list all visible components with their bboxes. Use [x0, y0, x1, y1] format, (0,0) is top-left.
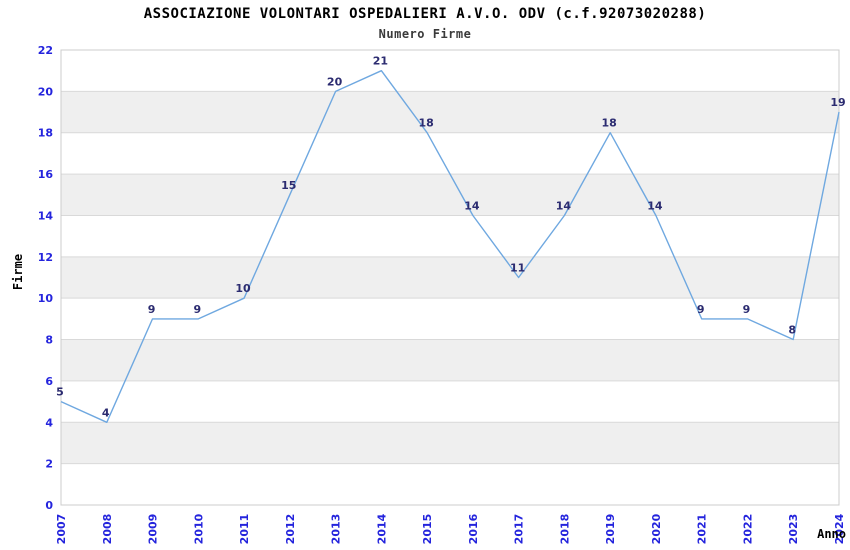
x-tick-label: 2016 [467, 513, 480, 544]
chart-title: ASSOCIAZIONE VOLONTARI OSPEDALIERI A.V.O… [143, 6, 707, 22]
data-point-label: 5 [56, 386, 64, 399]
band [61, 380, 839, 423]
data-point-label: 10 [235, 282, 251, 295]
chart-subtitle: Numero Firme [378, 27, 472, 41]
y-tick-label: 4 [45, 416, 53, 429]
y-tick-label: 2 [45, 458, 53, 471]
x-tick-label: 2014 [375, 513, 388, 544]
x-tick-label: 2019 [604, 514, 617, 545]
data-point-label: 9 [148, 303, 156, 316]
x-tick-label: 2015 [421, 514, 434, 545]
data-point-label: 19 [830, 96, 845, 109]
data-point-label: 14 [464, 199, 480, 212]
band [61, 174, 839, 216]
y-tick-label: 14 [38, 209, 54, 222]
band [61, 339, 839, 381]
data-point-label: 9 [697, 303, 705, 316]
data-point-label: 14 [647, 199, 663, 212]
y-tick-label: 18 [38, 127, 53, 140]
data-point-label: 14 [556, 199, 572, 212]
data-point-label: 21 [373, 55, 388, 68]
data-point-label: 8 [788, 324, 796, 337]
data-point-label: 9 [193, 303, 201, 316]
x-tick-label: 2021 [696, 514, 709, 545]
band [61, 91, 839, 133]
band [61, 50, 839, 92]
x-axis-title: Anno [817, 527, 846, 541]
x-tick-label: 2010 [192, 513, 205, 544]
data-point-label: 18 [418, 117, 433, 130]
y-tick-label: 10 [38, 292, 54, 305]
x-tick-label: 2023 [787, 514, 800, 545]
x-tick-label: 2011 [238, 514, 251, 545]
x-tick-label: 2013 [330, 514, 343, 545]
y-tick-label: 16 [38, 168, 54, 181]
band [61, 215, 839, 257]
plot-border [60, 49, 840, 506]
y-tick-label: 22 [38, 44, 53, 57]
data-point-label: 9 [743, 303, 751, 316]
band [61, 422, 839, 464]
data-point-label: 20 [327, 75, 343, 88]
y-tick-label: 12 [38, 251, 53, 264]
line-series [60, 69, 840, 423]
data-point-label: 18 [602, 117, 617, 130]
band [61, 132, 839, 175]
x-tick-label: 2012 [284, 514, 297, 545]
x-tick-label: 2022 [741, 514, 754, 545]
data-point-label: 4 [102, 406, 110, 419]
x-tick-label: 2018 [558, 514, 571, 545]
x-tick-label: 2024 [833, 513, 846, 544]
x-tick-label: 2007 [55, 514, 68, 545]
y-tick-label: 8 [45, 334, 53, 347]
y-tick-label: 0 [45, 499, 53, 512]
x-tick-label: 2009 [147, 514, 160, 545]
band [61, 463, 839, 505]
y-tick-label: 6 [45, 375, 53, 388]
y-axis-title: Firme [11, 254, 25, 290]
x-tick-label: 2008 [101, 514, 114, 545]
data-point-label: 15 [281, 179, 296, 192]
data-point-label: 11 [510, 262, 525, 275]
band [61, 256, 839, 299]
x-tick-label: 2020 [650, 513, 663, 544]
y-tick-label: 20 [38, 85, 54, 98]
x-tick-label: 2017 [513, 514, 526, 545]
